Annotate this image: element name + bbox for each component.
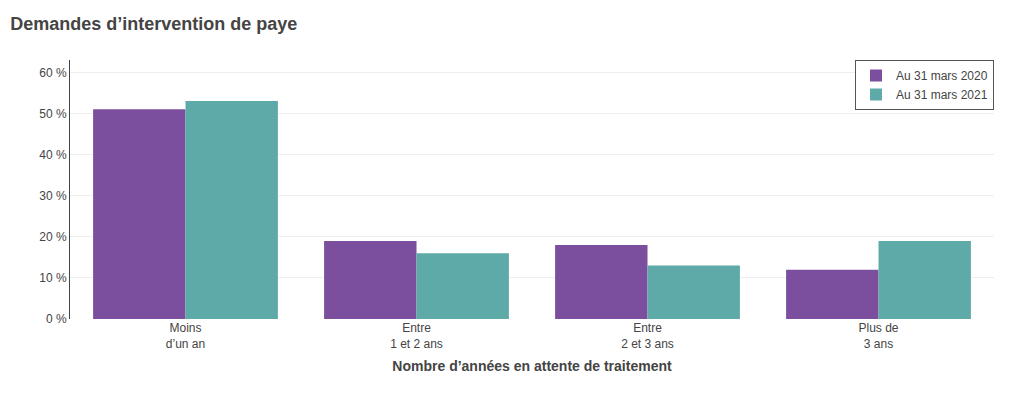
svg-text:Entre1 et 2 ans: Entre1 et 2 ans [390, 321, 443, 351]
svg-text:Au 31 mars 2020: Au 31 mars 2020 [896, 69, 988, 83]
svg-text:60 %: 60 % [39, 66, 67, 80]
svg-text:Moinsd’un an: Moinsd’un an [166, 321, 205, 351]
svg-text:Entre2 et 3 ans: Entre2 et 3 ans [621, 321, 674, 351]
svg-text:Au 31 mars 2021: Au 31 mars 2021 [896, 88, 988, 102]
svg-text:50 %: 50 % [39, 107, 67, 121]
svg-text:10 %: 10 % [39, 271, 67, 285]
svg-text:40 %: 40 % [39, 148, 67, 162]
svg-text:0 %: 0 % [46, 312, 67, 326]
svg-text:30 %: 30 % [39, 189, 67, 203]
svg-text:Plus de3 ans: Plus de3 ans [858, 321, 898, 351]
svg-text:Demandes d’intervention de pay: Demandes d’intervention de paye [10, 14, 297, 34]
svg-text:20 %: 20 % [39, 230, 67, 244]
svg-text:Nombre d’années en attente de: Nombre d’années en attente de traitement [392, 358, 672, 374]
